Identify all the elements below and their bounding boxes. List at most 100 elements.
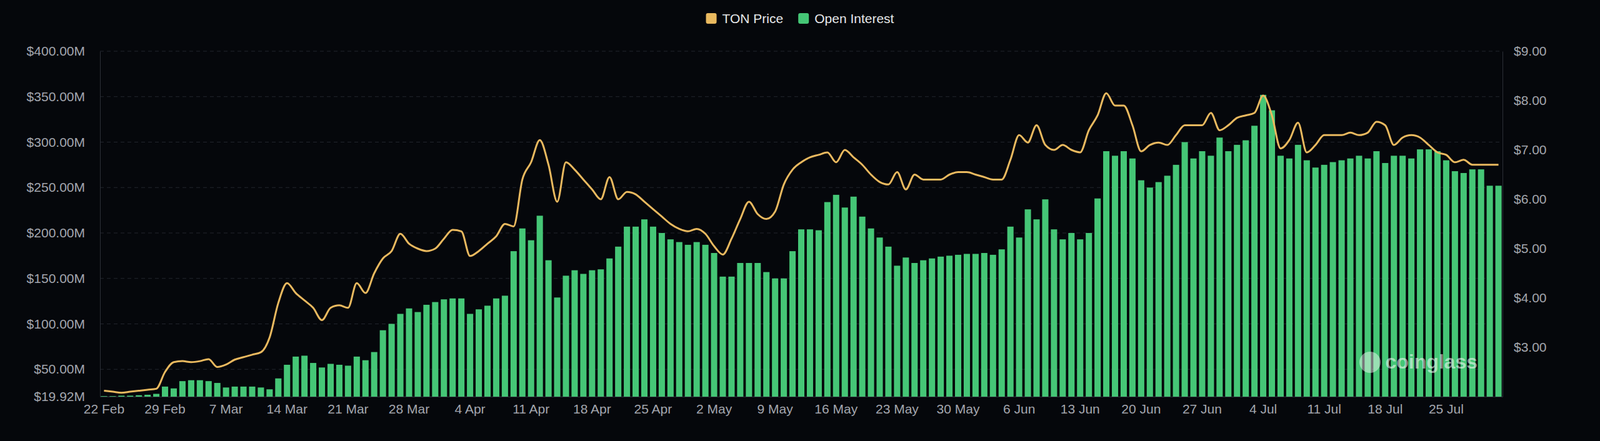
tick: $4.00 [1502, 290, 1547, 305]
tick: 11 Apr [512, 396, 550, 417]
tick-label: $400.00M [26, 43, 85, 59]
bar [1312, 167, 1319, 397]
watermark-icon [1359, 351, 1381, 374]
bar [266, 389, 273, 397]
bar [275, 378, 282, 397]
bar [597, 269, 604, 397]
bar [1059, 239, 1066, 397]
bar [1050, 229, 1057, 397]
tick: 18 Jul [1367, 396, 1403, 417]
tick: 7 Mar [209, 396, 244, 417]
bar [510, 251, 517, 397]
tick: $350.00M [26, 89, 100, 104]
bar [1076, 239, 1084, 397]
bar [580, 273, 587, 397]
bar [1207, 155, 1214, 397]
tick: 14 Mar [266, 396, 308, 417]
bar [1286, 158, 1293, 397]
bar [144, 395, 151, 397]
bar [998, 249, 1005, 397]
price-line [103, 93, 1499, 394]
tick-label: $19.92M [33, 389, 85, 404]
bar [955, 255, 962, 397]
bar [1007, 226, 1014, 397]
tick-label: 11 Apr [512, 401, 550, 417]
bar [257, 387, 264, 397]
tick: $200.00M [26, 225, 100, 240]
bar [188, 380, 195, 397]
bar [1321, 165, 1328, 397]
tick: 28 Mar [388, 396, 430, 417]
tick-label: 21 Mar [327, 401, 369, 417]
tick-label: $50.00M [33, 361, 85, 377]
bar [667, 239, 674, 397]
bar [1495, 185, 1502, 397]
tick-label: $350.00M [26, 89, 85, 104]
bar [397, 313, 404, 397]
tick: 21 Mar [327, 396, 369, 417]
tick: $8.00 [1502, 93, 1547, 108]
tick-label: 4 Apr [455, 401, 486, 417]
tick-label: 29 Feb [144, 401, 185, 417]
bar [362, 360, 369, 397]
tick: $3.00 [1502, 340, 1547, 355]
bar [283, 365, 290, 397]
bar [458, 298, 465, 397]
tick-label: 9 May [757, 401, 794, 417]
bar [615, 246, 622, 397]
bar [1138, 180, 1145, 397]
tick-label: 28 Mar [388, 401, 430, 417]
bar [1120, 151, 1127, 397]
bar [859, 216, 866, 397]
tick: 4 Apr [455, 396, 486, 417]
tick: 25 Jul [1428, 396, 1464, 417]
bar [1486, 185, 1494, 397]
bar [928, 258, 935, 397]
bar [1242, 140, 1249, 397]
bar [1225, 151, 1232, 397]
axis-line [100, 396, 1504, 398]
bar [981, 253, 988, 397]
bar [1094, 198, 1101, 397]
bar [1268, 110, 1275, 397]
grid-line [100, 96, 1503, 97]
tick-label: $200.00M [26, 225, 85, 240]
bar [536, 215, 544, 397]
legend-label: Open Interest [814, 11, 894, 26]
bar [327, 364, 334, 397]
bar [562, 275, 569, 397]
bar [214, 383, 221, 397]
bar [1103, 151, 1110, 397]
tick: 27 Jun [1182, 396, 1222, 417]
bar [423, 305, 430, 397]
tick: 22 Feb [83, 396, 125, 417]
bar [100, 396, 107, 397]
axis-line [1502, 51, 1504, 398]
y2-axis: $3.00$4.00$5.00$6.00$7.00$8.00$9.00 [1502, 43, 1547, 397]
bar [911, 263, 918, 397]
bar [205, 381, 212, 397]
legend-swatch [706, 13, 717, 24]
bar [920, 260, 927, 397]
bar [484, 305, 491, 397]
tick: 18 Apr [573, 396, 612, 417]
tick-label: $150.00M [26, 271, 85, 286]
bar [1085, 233, 1092, 397]
bar [972, 253, 979, 397]
bar [815, 230, 822, 397]
bar [318, 367, 325, 397]
bar [223, 387, 230, 397]
grid-line [100, 141, 1503, 143]
bar [1111, 155, 1119, 397]
tick: 23 May [875, 396, 919, 417]
tick-label: $100.00M [26, 316, 85, 332]
bar [240, 386, 247, 397]
bar [728, 276, 735, 397]
bar [588, 270, 595, 397]
bar [963, 253, 970, 397]
bar [475, 309, 482, 397]
bar [545, 260, 552, 397]
bar [641, 219, 648, 397]
bar [345, 365, 352, 397]
tick: $150.00M [26, 271, 100, 286]
